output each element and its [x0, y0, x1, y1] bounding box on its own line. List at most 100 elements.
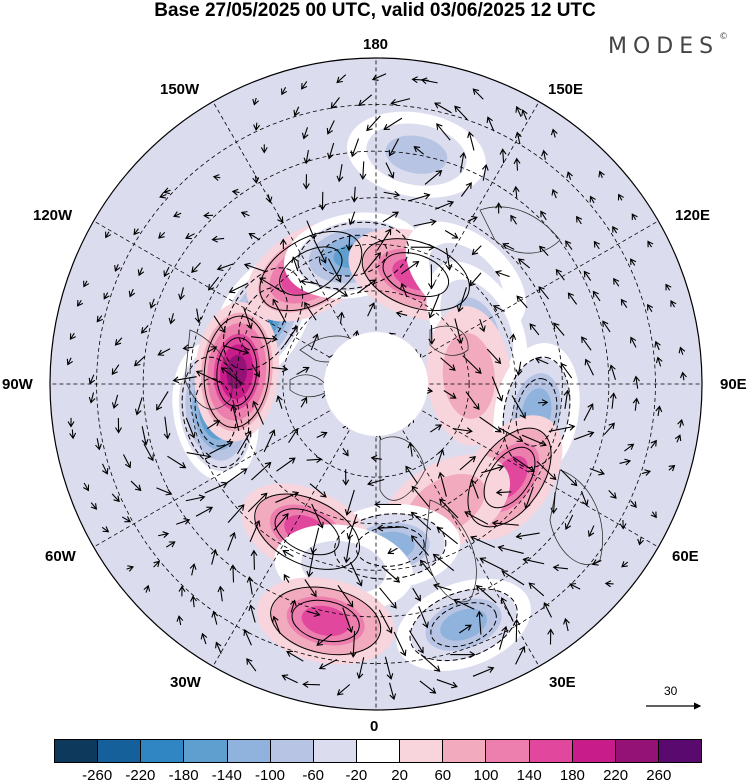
wind-arrow	[497, 544, 524, 554]
wind-arrow	[385, 162, 395, 179]
height-contour-line	[361, 238, 470, 312]
wind-arrow	[128, 288, 136, 298]
wind-arrow	[306, 550, 315, 578]
wind-arrow	[229, 564, 237, 583]
wind-arrow	[548, 423, 576, 432]
wind-arrow	[95, 438, 102, 451]
wind-arrow	[584, 358, 594, 376]
wind-arrow	[301, 81, 308, 90]
wind-arrow	[418, 606, 429, 629]
wind-arrow	[217, 585, 225, 602]
wind-arrow	[650, 511, 657, 519]
wind-arrow	[550, 492, 558, 515]
wind-arrow	[604, 580, 614, 588]
wind-arrow	[304, 579, 317, 598]
wind-arrow	[424, 170, 443, 185]
wind-arrow	[547, 628, 555, 645]
wind-arrow	[336, 164, 344, 183]
anomaly-contour-fill	[440, 608, 488, 641]
wind-arrow	[674, 434, 682, 443]
wind-arrow	[277, 214, 284, 224]
wind-arrow	[243, 262, 266, 272]
wind-arrow	[189, 563, 197, 576]
height-contour-line	[203, 315, 270, 428]
wind-arrow	[553, 322, 565, 336]
wind-arrow	[350, 138, 360, 158]
meridian-line	[398, 101, 540, 344]
wind-arrow	[114, 264, 121, 272]
wind-arrow	[313, 239, 327, 264]
wind-arrow	[272, 615, 281, 635]
colorbar-tick-label: 220	[603, 767, 629, 784]
wind-arrow	[479, 416, 502, 433]
wind-arrow	[83, 482, 90, 492]
wind-arrow	[157, 531, 170, 538]
wind-arrow	[521, 109, 528, 120]
wind-arrow	[296, 366, 310, 375]
colorbar-tick-label: 60	[434, 767, 452, 784]
wind-arrow	[617, 193, 624, 201]
wind-arrow	[185, 232, 195, 240]
wind-arrow	[265, 194, 273, 204]
wind-arrow	[491, 519, 519, 527]
wind-arrow	[289, 599, 297, 613]
wind-arrow	[176, 615, 184, 626]
latitude-circle	[142, 150, 610, 618]
colorbar-swatch	[184, 740, 228, 762]
wind-arrow	[88, 392, 96, 404]
wind-arrow	[512, 185, 520, 198]
wind-arrow	[282, 550, 294, 558]
wind-arrow	[462, 355, 482, 375]
wind-arrow	[248, 233, 260, 241]
wind-arrow	[486, 348, 502, 365]
wind-arrow	[163, 416, 171, 440]
latitude-circle	[282, 290, 470, 478]
colorbar-swatch	[98, 740, 142, 762]
wind-arrow	[335, 288, 349, 297]
brand-mark: ©	[719, 32, 729, 42]
wind-arrow	[453, 598, 475, 610]
wind-arrow	[240, 211, 250, 218]
wind-arrow	[668, 464, 676, 472]
wind-arrow	[351, 186, 358, 203]
wind-arrow	[194, 308, 202, 324]
wind-arrow	[69, 429, 77, 440]
height-contour-line	[409, 588, 518, 662]
colorbar-swatch	[443, 740, 487, 762]
wind-arrow	[370, 455, 382, 462]
lon-label-150e: 150E	[548, 81, 584, 98]
wind-arrow	[286, 650, 304, 662]
colorbar-labels: -260 -220 -180 -140 -100 -60 -20 20 60 100 140 180 2…	[0, 767, 750, 784]
wind-arrow	[580, 490, 589, 507]
wind-arrow	[538, 286, 550, 300]
wind-arrow	[419, 680, 437, 694]
wind-arrow	[471, 245, 482, 256]
wind-arrow	[371, 73, 387, 81]
wind-arrow	[143, 584, 151, 593]
lon-label-30e: 30E	[549, 674, 576, 691]
wind-arrow	[608, 490, 617, 499]
wind-vectors	[66, 73, 687, 701]
wind-arrow	[420, 654, 441, 672]
wind-arrow	[400, 282, 408, 298]
wind-arrow	[228, 282, 249, 294]
wind-arrow	[445, 247, 453, 271]
wind-arrow	[366, 115, 381, 132]
wind-arrow	[460, 182, 472, 197]
wind-arrow	[225, 468, 248, 485]
wind-arrow	[552, 564, 568, 572]
wind-arrow	[537, 399, 549, 407]
wind-arrow	[440, 357, 456, 371]
wind-arrow	[252, 400, 264, 425]
wind-arrow	[678, 346, 686, 355]
wind-arrow	[342, 469, 350, 486]
wind-arrow	[337, 585, 354, 608]
wind-arrow	[227, 531, 237, 551]
wind-arrow	[389, 682, 397, 701]
wind-arrow	[185, 494, 206, 502]
wind-arrow	[495, 488, 512, 496]
wind-arrow	[90, 502, 98, 510]
wind-arrow	[126, 565, 135, 572]
wind-arrow	[316, 633, 333, 646]
wind-arrow	[454, 318, 464, 345]
